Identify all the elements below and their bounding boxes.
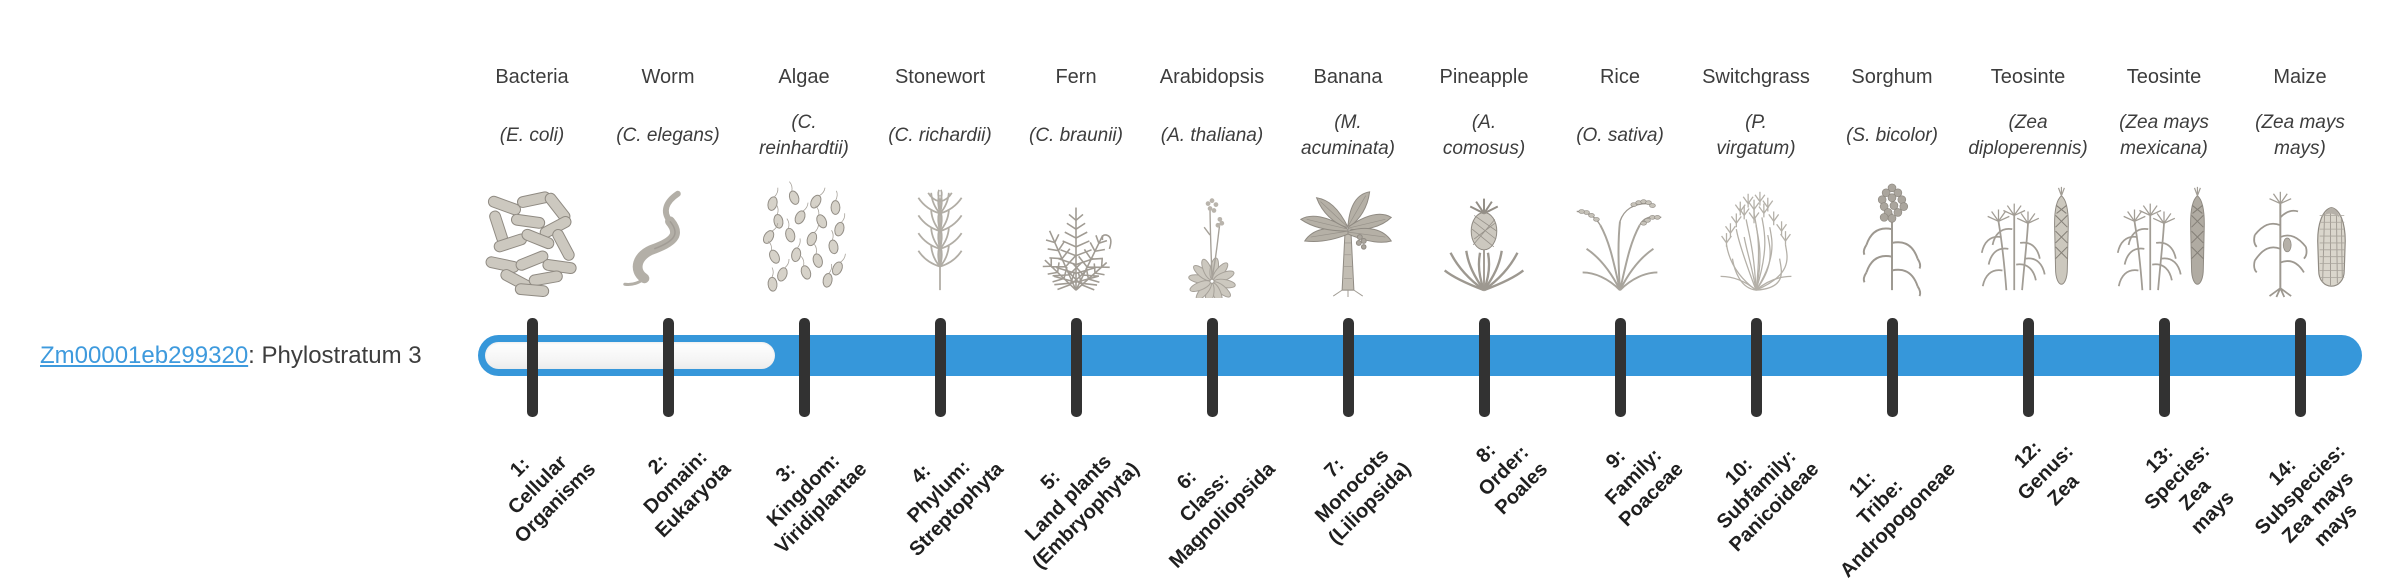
stratum-tick <box>798 318 810 417</box>
stratum-rank-label: 1: Cellular Organisms <box>474 422 601 549</box>
species-line: (A. <box>1471 112 1497 133</box>
species-line: (C. braunii) <box>1029 125 1123 146</box>
stratum-rank-label: 7: Monocots (Liliopsida) <box>1289 422 1417 550</box>
stratum-rank-label: 5: Land plants (Embryophyta) <box>992 422 1145 575</box>
species-line: (P. <box>1745 112 1767 133</box>
organism-name: Switchgrass <box>1702 66 1810 88</box>
organism-species: (C. braunii) <box>986 96 1166 176</box>
species-line: acuminata) <box>1301 138 1395 159</box>
species-line: mexicana) <box>2120 138 2208 159</box>
organism-name: Rice <box>1599 66 1640 88</box>
gene-id-link[interactable]: Zm00001eb299320 <box>40 342 249 369</box>
species-line: (E. coli) <box>499 125 565 146</box>
stratum-tick <box>2158 318 2170 417</box>
algae-icon <box>738 176 870 298</box>
species-line: diploperennis) <box>1968 138 2088 159</box>
organism-name: Pineapple <box>1439 66 1529 88</box>
organism-species: (M. acuminata) <box>1258 96 1438 176</box>
organism-species: (C. richardii) <box>850 96 1030 176</box>
species-line: (O. sativa) <box>1576 125 1664 146</box>
organism-name: Maize <box>2273 66 2327 88</box>
stratum-rank-label: 8: Order: Poales <box>1454 422 1553 521</box>
switchgrass-icon <box>1690 176 1822 298</box>
species-line: (S. bicolor) <box>1846 125 1938 146</box>
stratum-rank-label: 11: Tribe: Andropogoneae <box>1800 422 1961 580</box>
stratum-rank-label: 14: Subspecies: Zea mays mays <box>2233 422 2387 576</box>
stratum-rank-label: 12: Genus: Zea <box>1995 422 2097 524</box>
banana-icon <box>1282 176 1414 298</box>
stratum-tick <box>1750 318 1762 417</box>
organism-species: (E. coli) <box>442 96 622 176</box>
worm-icon <box>602 176 734 298</box>
stonewort-icon <box>874 176 1006 298</box>
organism-name: Banana <box>1313 66 1383 88</box>
species-line: (C. richardii) <box>888 125 992 146</box>
bacteria-icon <box>466 176 598 298</box>
stratum-rank-label: 10: Subfamily: Panicoideae <box>1689 422 1825 558</box>
maize-icon <box>2234 176 2366 298</box>
stratum-tick <box>662 318 674 417</box>
organism-species: (S. bicolor) <box>1802 96 1982 176</box>
stratum-tick <box>1206 318 1218 417</box>
stratum-tick <box>526 318 538 417</box>
phylostratum-bar <box>478 335 2362 376</box>
rice-icon <box>1554 176 1686 298</box>
species-line: (A. thaliana) <box>1160 125 1264 146</box>
sorghum-icon <box>1826 176 1958 298</box>
species-line: mays) <box>2274 138 2326 159</box>
stratum-rank-label: 9: Family: Poaceae <box>1579 422 1689 532</box>
stratum-tick <box>1478 318 1490 417</box>
organism-name: Teosinte <box>1990 66 2066 88</box>
species-line: (C. elegans) <box>616 125 720 146</box>
species-line: (Zea mays <box>2119 112 2209 133</box>
stratum-rank-label: 3: Kingdom: Viridiplantae <box>735 422 873 560</box>
organism-species: (Zea mays mexicana) <box>2074 96 2254 176</box>
species-line: (Zea <box>2008 112 2048 133</box>
stratum-tick <box>1070 318 1082 417</box>
pineapple-icon <box>1418 176 1550 298</box>
species-line: (M. <box>1334 112 1362 133</box>
stratum-tick <box>2294 318 2306 417</box>
organism-species: (P. virgatum) <box>1666 96 1846 176</box>
stratum-tick <box>1886 318 1898 417</box>
gene-phylostratum-text: : Phylostratum 3 <box>248 342 422 369</box>
organism-name: Teosinte <box>2126 66 2202 88</box>
teosinte-diplo-icon <box>1962 176 2094 298</box>
organism-name: Sorghum <box>1851 66 1933 88</box>
teosinte-mexicana-icon <box>2098 176 2230 298</box>
organism-name: Arabidopsis <box>1159 66 1265 88</box>
organism-name: Fern <box>1055 66 1097 88</box>
organism-name: Worm <box>641 66 695 88</box>
species-line: (C. <box>791 112 817 133</box>
organism-species: (Zea mays mays) <box>2210 96 2390 176</box>
stratum-rank-label: 2: Domain: Eukaryota <box>616 422 737 543</box>
organism-species: (A. comosus) <box>1394 96 1574 176</box>
stratum-rank-label: 4: Phylum: Streptophyta <box>869 422 1009 562</box>
arabidopsis-icon <box>1146 176 1278 298</box>
organism-species: (A. thaliana) <box>1122 96 1302 176</box>
organism-name: Bacteria <box>495 66 569 88</box>
stratum-rank-label: 6: Class: Magnoliopsida <box>1129 422 1281 574</box>
gene-label: Zm00001eb299320: Phylostratum 3 <box>40 341 422 371</box>
stratum-tick <box>1614 318 1626 417</box>
stratum-rank-label: 13: Species: Zea mays <box>2122 422 2251 551</box>
species-line: (Zea mays <box>2255 112 2345 133</box>
stratum-tick <box>934 318 946 417</box>
species-line: reinhardtii) <box>759 138 849 159</box>
species-line: comosus) <box>1442 138 1526 159</box>
organism-species: (O. sativa) <box>1530 96 1710 176</box>
stratum-tick <box>1342 318 1354 417</box>
organism-species: (C. elegans) <box>578 96 758 176</box>
organism-species: (C. reinhardtii) <box>714 96 894 176</box>
fern-icon <box>1010 176 1142 298</box>
organism-species: (Zea diploperennis) <box>1938 96 2118 176</box>
organism-name: Stonewort <box>894 66 986 88</box>
organism-name: Algae <box>778 66 830 88</box>
stratum-tick <box>2022 318 2034 417</box>
species-line: virgatum) <box>1716 138 1796 159</box>
